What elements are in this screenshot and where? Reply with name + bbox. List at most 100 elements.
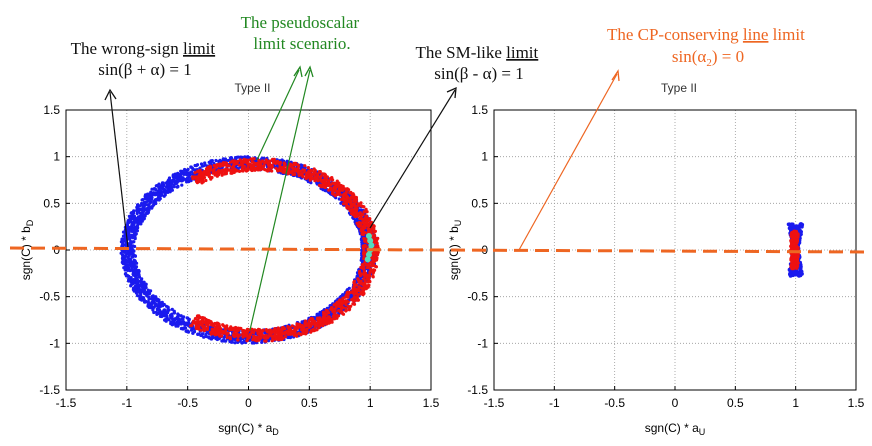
data-point (339, 187, 343, 191)
data-point (301, 174, 305, 178)
data-point (202, 175, 207, 180)
data-point (197, 315, 201, 319)
series-highlighted-points (189, 157, 380, 343)
data-point (150, 195, 154, 200)
data-point (193, 317, 197, 321)
data-point (129, 262, 133, 267)
pseudoscalar-arrows (249, 65, 314, 331)
data-point (250, 341, 254, 345)
data-point (788, 272, 792, 277)
data-point (186, 167, 190, 172)
data-point (143, 292, 147, 296)
data-point (171, 173, 175, 177)
data-point (249, 332, 253, 337)
data-point (270, 169, 274, 173)
data-point (366, 224, 370, 228)
data-point (257, 331, 262, 335)
data-point (134, 227, 138, 231)
data-point (363, 280, 367, 284)
data-point (286, 172, 290, 176)
data-point (314, 323, 318, 328)
y-tick-label: 1.5 (43, 103, 60, 117)
data-point (147, 305, 151, 309)
data-point (368, 279, 372, 283)
data-point (327, 182, 331, 186)
data-point (371, 274, 375, 278)
data-point (224, 325, 228, 329)
data-point (373, 264, 378, 268)
data-point (225, 335, 229, 340)
data-point (346, 300, 350, 304)
data-point (790, 263, 794, 267)
data-point (356, 293, 360, 297)
data-point (269, 331, 273, 335)
data-point (236, 338, 240, 342)
data-point (280, 165, 284, 169)
data-point (341, 296, 345, 300)
data-point (130, 240, 135, 244)
data-point (291, 166, 295, 170)
data-point (209, 330, 213, 334)
data-point (365, 233, 372, 239)
data-point (138, 294, 142, 298)
data-point (164, 181, 168, 185)
data-point (790, 258, 794, 263)
data-point (142, 217, 146, 221)
data-point (144, 203, 148, 207)
data-point (277, 328, 281, 332)
data-point (348, 191, 352, 195)
data-point (203, 163, 207, 167)
data-point (182, 326, 186, 330)
data-point (140, 198, 144, 202)
data-point (250, 168, 255, 172)
y-tick-label: 0.5 (471, 196, 488, 210)
data-point (198, 166, 202, 170)
data-point (179, 314, 183, 318)
data-point (349, 304, 353, 308)
data-point (365, 221, 369, 225)
data-point (234, 156, 238, 160)
x-tick-label: 0.5 (301, 396, 318, 410)
data-point (172, 309, 176, 313)
data-point (303, 164, 307, 168)
data-point (235, 329, 239, 333)
data-point (175, 181, 179, 185)
data-point (156, 198, 160, 202)
data-point (344, 308, 348, 312)
data-point (296, 324, 300, 328)
data-point (301, 325, 305, 329)
data-point (283, 163, 287, 167)
data-point (150, 301, 154, 305)
data-point (127, 214, 131, 218)
data-point (351, 192, 355, 196)
data-point (175, 185, 179, 189)
data-point (215, 322, 219, 326)
data-point (165, 314, 169, 318)
data-point (349, 294, 353, 298)
data-point (360, 286, 364, 290)
data-point (153, 198, 157, 202)
data-point (130, 282, 134, 286)
data-point (350, 298, 354, 302)
data-point (154, 201, 158, 205)
series-highlighted-points (789, 229, 800, 271)
data-point (135, 280, 139, 284)
data-point (273, 334, 277, 338)
y-tick-label: 1 (481, 150, 488, 164)
data-point (316, 174, 320, 178)
data-point (315, 177, 319, 181)
data-point (236, 340, 240, 344)
data-point (197, 325, 201, 329)
data-point (262, 336, 266, 340)
data-point (293, 172, 297, 176)
data-point (152, 187, 157, 191)
data-point (163, 190, 167, 194)
data-point (206, 166, 210, 170)
data-point (196, 169, 200, 174)
data-point (126, 230, 130, 234)
data-point (162, 194, 166, 198)
data-point (366, 230, 370, 234)
x-tick-label: 1 (367, 396, 374, 410)
x-tick-label: 0.5 (727, 396, 744, 410)
